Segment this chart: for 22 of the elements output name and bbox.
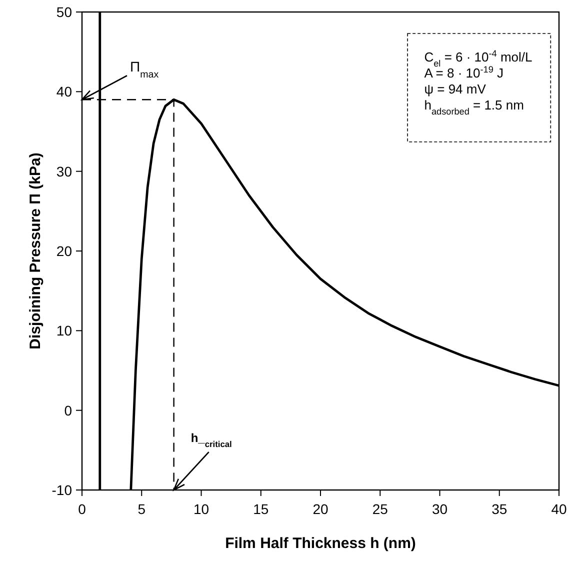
x-tick-label: 25 <box>372 501 388 517</box>
annotation: h_$_{critical}$ <box>190 431 232 449</box>
annotation: Π$_{max}$ <box>130 58 159 80</box>
y-axis-title: Disjoining Pressure Π (kPa) <box>27 152 44 350</box>
x-tick-label: 40 <box>551 501 567 517</box>
y-tick-label: 30 <box>56 163 72 180</box>
x-tick-label: 0 <box>78 501 86 517</box>
y-tick-label: 0 <box>64 402 72 418</box>
x-tick-label: 15 <box>253 501 269 517</box>
y-tick-label: 40 <box>56 84 72 100</box>
y-tick-label: 50 <box>56 4 72 20</box>
x-tick-label: 30 <box>432 501 448 517</box>
x-tick-label: 35 <box>492 501 508 517</box>
x-tick-label: 20 <box>312 501 328 517</box>
annotation: h$_{adsorbed}$ = 1.5 nm <box>424 98 524 117</box>
x-tick-label: 5 <box>138 501 146 517</box>
y-tick-label: 10 <box>56 322 72 339</box>
y-tick-label: -10 <box>52 482 72 498</box>
annotation: ψ = 94 mV <box>424 82 486 97</box>
y-tick-label: 20 <box>56 243 72 259</box>
x-axis-title: Film Half Thickness h (nm) <box>225 535 416 552</box>
x-tick-label: 10 <box>193 501 210 517</box>
